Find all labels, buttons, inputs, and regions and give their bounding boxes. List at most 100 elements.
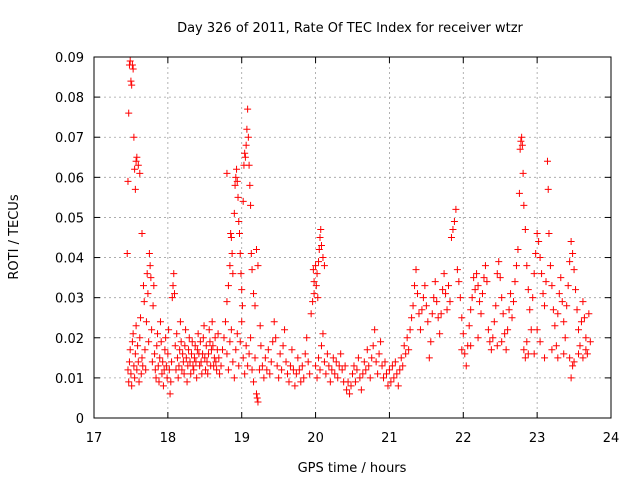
data-point [520, 346, 528, 354]
data-point [412, 266, 420, 274]
data-point [126, 57, 134, 65]
data-point [233, 177, 241, 185]
data-point [331, 370, 339, 378]
data-point [551, 322, 559, 330]
data-point [139, 282, 147, 290]
data-point [188, 338, 196, 346]
data-point [235, 362, 243, 370]
data-point [131, 165, 139, 173]
data-point [203, 358, 211, 366]
data-point [449, 225, 457, 233]
x-tick-label: 17 [86, 431, 103, 446]
data-point [411, 282, 419, 290]
data-point [372, 358, 380, 366]
data-point [198, 370, 206, 378]
data-point [371, 326, 379, 334]
data-point [171, 342, 179, 350]
data-point [135, 378, 143, 386]
y-tick-label: 0.09 [55, 51, 84, 66]
data-point [150, 282, 158, 290]
data-point [149, 302, 157, 310]
data-point [560, 350, 568, 358]
data-point [223, 350, 231, 358]
data-point [142, 366, 150, 374]
plot-frame [93, 56, 612, 419]
data-point [511, 278, 519, 286]
data-point [179, 350, 187, 358]
y-tick-label: 0.08 [55, 91, 84, 106]
data-point [397, 354, 405, 362]
data-point [453, 266, 461, 274]
data-point [136, 169, 144, 177]
data-point [374, 370, 382, 378]
data-point [252, 246, 260, 254]
data-point [536, 254, 544, 262]
data-point [245, 350, 253, 358]
data-point [125, 358, 133, 366]
data-point [320, 358, 328, 366]
data-point [424, 318, 432, 326]
data-point [440, 270, 448, 278]
data-point [541, 302, 549, 310]
data-point [512, 262, 520, 270]
data-point [378, 362, 386, 370]
data-point [530, 350, 538, 358]
data-point [400, 342, 408, 350]
data-point [517, 137, 525, 145]
data-point [310, 290, 318, 298]
data-point [569, 250, 577, 258]
data-point [393, 370, 401, 378]
data-point [236, 250, 244, 258]
data-point [176, 346, 184, 354]
data-point [484, 326, 492, 334]
data-point [205, 326, 213, 334]
data-point [161, 346, 169, 354]
data-point [480, 274, 488, 282]
data-point [309, 266, 317, 274]
data-point [247, 201, 255, 209]
data-point [434, 314, 442, 322]
data-point [337, 350, 345, 358]
data-point [292, 370, 300, 378]
data-point [300, 374, 308, 382]
axis-ticks: 17 18 19 20 21 22 23 24 0 0.01 0.02 0.03 0.04 0.05 0.0… [55, 51, 619, 446]
data-point [579, 298, 587, 306]
data-point [179, 358, 187, 366]
data-point [433, 298, 441, 306]
data-point [357, 386, 365, 394]
data-point [146, 262, 154, 270]
data-point [193, 374, 201, 382]
data-point [202, 342, 210, 350]
data-point [224, 282, 232, 290]
data-point [577, 318, 585, 326]
data-point [388, 362, 396, 370]
data-point [474, 334, 482, 342]
data-point [152, 374, 160, 382]
data-point [247, 250, 255, 258]
data-point [197, 358, 205, 366]
data-point [209, 342, 217, 350]
data-point [446, 298, 454, 306]
data-point [369, 342, 377, 350]
data-point [279, 342, 287, 350]
data-point [396, 366, 404, 374]
data-point [335, 362, 343, 370]
data-point [242, 141, 250, 149]
data-point [246, 181, 254, 189]
data-point [226, 338, 234, 346]
data-point [499, 310, 507, 318]
data-point [294, 354, 302, 362]
data-point [250, 290, 258, 298]
data-point [242, 342, 250, 350]
data-point [127, 77, 135, 85]
data-point [493, 342, 501, 350]
data-point [241, 149, 249, 157]
data-point [278, 366, 286, 374]
data-point [489, 334, 497, 342]
data-point [251, 302, 259, 310]
data-point [328, 366, 336, 374]
x-tick-label: 18 [160, 431, 177, 446]
data-point [175, 362, 183, 370]
data-point [155, 378, 163, 386]
y-axis-label: ROTI / TECUs [7, 194, 22, 279]
